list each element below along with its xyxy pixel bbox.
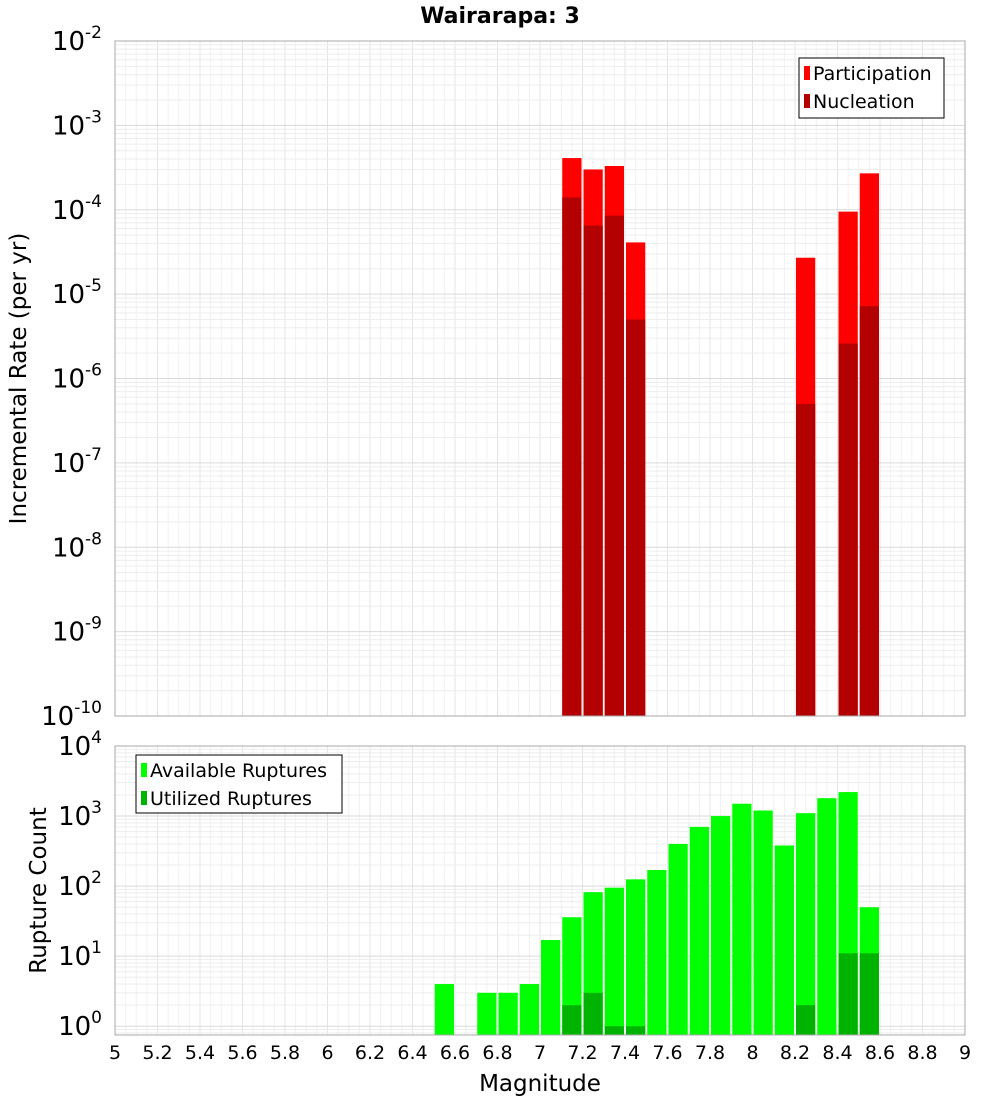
bar — [838, 343, 858, 716]
x-tick-label: 7.4 — [610, 1042, 640, 1064]
x-tick-label: 7.8 — [695, 1042, 725, 1064]
legend-swatch — [141, 763, 147, 777]
bar — [647, 869, 667, 1035]
panel-0: 10-10 10-9 10-8 10-7 10-6 10-5 10-4 10-3 10-2 Inc… — [6, 23, 966, 732]
legend-label: Participation — [813, 63, 932, 85]
x-tick-label: 6.6 — [440, 1042, 470, 1064]
y-tick-label: 100 — [58, 1008, 102, 1042]
x-tick-label: 5.2 — [142, 1042, 172, 1064]
legend-box — [798, 57, 945, 119]
bar — [774, 845, 794, 1035]
bar — [626, 1026, 646, 1035]
series-1 — [562, 953, 879, 1035]
legend-box — [135, 754, 343, 814]
legend-label: Utilized Ruptures — [150, 788, 312, 810]
bar — [583, 225, 603, 716]
legend-swatch — [804, 94, 810, 108]
x-tick-label: 8.2 — [780, 1042, 810, 1064]
x-tick-label: 8.4 — [822, 1042, 852, 1064]
legend-swatch — [141, 791, 147, 805]
y-tick-label: 10-5 — [52, 276, 102, 310]
bar — [859, 953, 879, 1035]
legend-label: Nucleation — [813, 91, 915, 113]
y-tick-label: 10-7 — [52, 445, 102, 479]
x-tick-label: 7 — [534, 1042, 546, 1064]
legend: Participation Nucleation — [798, 57, 945, 119]
chart-title: Wairarapa: 3 — [420, 4, 580, 29]
bar — [477, 992, 497, 1035]
series-1 — [562, 197, 879, 717]
y-axis-label: Rupture Count — [26, 807, 52, 973]
x-tick-label: 7.2 — [567, 1042, 597, 1064]
bar — [796, 403, 816, 716]
legend-label: Available Ruptures — [150, 760, 327, 782]
bar — [796, 813, 816, 1035]
x-tick-label: 5 — [109, 1042, 121, 1064]
bar — [604, 1026, 624, 1035]
legend: Available Ruptures Utilized Ruptures — [135, 754, 343, 814]
bar — [626, 879, 646, 1035]
y-tick-label: 10-2 — [52, 23, 102, 57]
plot-frame — [114, 745, 966, 1036]
chart-panels: 10-10 10-9 10-8 10-7 10-6 10-5 10-4 10-3 10-2 Inc… — [6, 23, 971, 1097]
bar — [604, 215, 624, 717]
y-tick-label: 10-4 — [52, 192, 102, 226]
x-tick-label: 8.6 — [865, 1042, 895, 1064]
bar — [541, 940, 561, 1035]
bar — [732, 803, 752, 1035]
x-tick-label: 6.8 — [482, 1042, 512, 1064]
bar — [796, 1005, 816, 1035]
bar — [838, 953, 858, 1035]
bar — [711, 816, 731, 1035]
x-tick-label: 9 — [959, 1042, 971, 1064]
bar — [753, 810, 773, 1035]
y-tick-label: 104 — [58, 728, 102, 762]
x-tick-label: 6.2 — [355, 1042, 385, 1064]
y-tick-label: 101 — [58, 938, 102, 972]
grid — [114, 40, 966, 717]
bar — [604, 887, 624, 1035]
y-tick-label: 10-6 — [52, 361, 102, 395]
x-tick-label: 7.6 — [652, 1042, 682, 1064]
bar — [668, 843, 688, 1035]
legend-swatch — [804, 66, 810, 80]
x-tick-label: 6.4 — [397, 1042, 427, 1064]
bar — [689, 826, 709, 1035]
y-tick-label: 10-9 — [52, 614, 102, 648]
x-tick-label: 5.8 — [270, 1042, 300, 1064]
x-tick-label: 5.6 — [227, 1042, 257, 1064]
y-tick-label: 10-8 — [52, 529, 102, 563]
bar — [519, 984, 539, 1035]
bar — [626, 319, 646, 716]
plot-frame — [114, 40, 966, 717]
bar — [498, 992, 518, 1035]
bar — [434, 984, 454, 1035]
x-tick-label: 6 — [321, 1042, 333, 1064]
y-tick-label: 103 — [58, 798, 102, 832]
y-tick-label: 10-10 — [41, 698, 102, 732]
bar — [859, 306, 879, 716]
panel-1: 100 101 102 103 104 5 5.2 5.4 5.6 5.8 6 6.2 6.4 6.6 6.… — [26, 728, 971, 1097]
x-tick-label: 5.4 — [185, 1042, 215, 1064]
bar — [562, 197, 582, 717]
bar — [583, 992, 603, 1035]
y-tick-label: 102 — [58, 868, 102, 902]
y-tick-label: 10-3 — [52, 107, 102, 141]
y-ticks: 100 101 102 103 104 — [58, 728, 102, 1042]
x-ticks: 5 5.2 5.4 5.6 5.8 6 6.2 6.4 6.6 6.8 7 7.2 7.4 7.6 7.8 8… — [109, 1042, 971, 1064]
bar — [817, 798, 837, 1035]
x-tick-label: 8.8 — [907, 1042, 937, 1064]
y-ticks: 10-10 10-9 10-8 10-7 10-6 10-5 10-4 10-3 10-2 — [41, 23, 102, 732]
bar — [562, 1005, 582, 1035]
x-axis-label: Magnitude — [479, 1071, 601, 1097]
y-axis-label: Incremental Rate (per yr) — [6, 233, 32, 525]
x-tick-label: 8 — [746, 1042, 758, 1064]
